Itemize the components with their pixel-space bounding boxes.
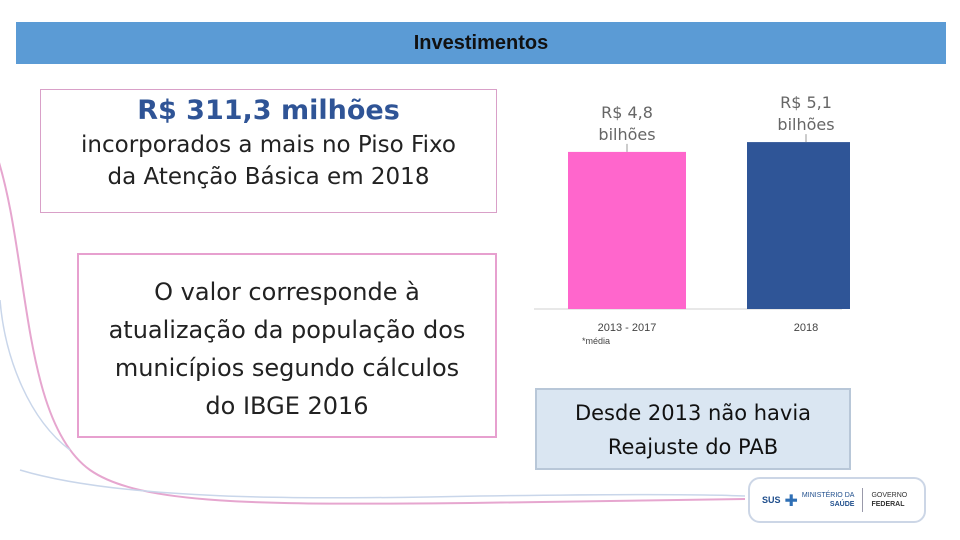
header-bar: Investimentos <box>16 22 946 64</box>
ministry-line2: SAÚDE <box>829 501 855 508</box>
category-footnote: *média <box>582 336 610 346</box>
x-tick-label: 2018 <box>794 322 818 334</box>
explanation-box: O valor corresponde à atualização da pop… <box>77 253 497 438</box>
government-name: GOVERNO FEDERAL <box>871 491 907 509</box>
bar-1 <box>568 151 686 309</box>
explanation-line: O valor corresponde à <box>154 278 420 306</box>
note-line: Desde 2013 não havia <box>574 401 812 425</box>
data-label: R$ 5,1 <box>780 93 832 112</box>
ministry-name: MINISTÉRIO DA SAÚDE <box>802 491 855 509</box>
health-cross-icon: ✚ <box>784 490 798 510</box>
ministry-line1: MINISTÉRIO DA <box>801 492 855 499</box>
data-label: bilhões <box>598 125 655 144</box>
explanation-line: municípios segundo cálculos <box>114 354 460 382</box>
bar-chart: R$ 4,8 bilhões 2013 - 2017 R$ 5,1 bilhões 201… <box>534 93 850 346</box>
data-label: R$ 4,8 <box>601 103 653 122</box>
highlight-line2: da Atenção Básica em 2018 <box>107 164 430 190</box>
bar-2 <box>747 142 850 309</box>
data-label: bilhões <box>777 115 834 134</box>
logo-divider <box>862 488 864 512</box>
note-box: Desde 2013 não havia Reajuste do PAB <box>535 388 851 470</box>
note-line: Reajuste do PAB <box>607 435 779 459</box>
x-tick-label: 2013 - 2017 <box>598 322 657 334</box>
explanation-line: atualização da população dos <box>108 316 466 344</box>
gov-line2: FEDERAL <box>871 501 905 508</box>
gov-line1: GOVERNO <box>871 492 908 499</box>
explanation-line: do IBGE 2016 <box>205 392 369 420</box>
highlight-line1: incorporados a mais no Piso Fixo <box>81 132 456 158</box>
header-title: Investimentos <box>413 31 549 54</box>
highlight-amount: R$ 311,3 milhões <box>137 95 400 126</box>
highlight-box: R$ 311,3 milhões incorporados a mais no … <box>40 89 497 213</box>
ministry-logo: SUS ✚ MINISTÉRIO DA SAÚDE GOVERNO FEDERA… <box>748 477 926 523</box>
sus-logo-text: SUS <box>762 495 781 505</box>
